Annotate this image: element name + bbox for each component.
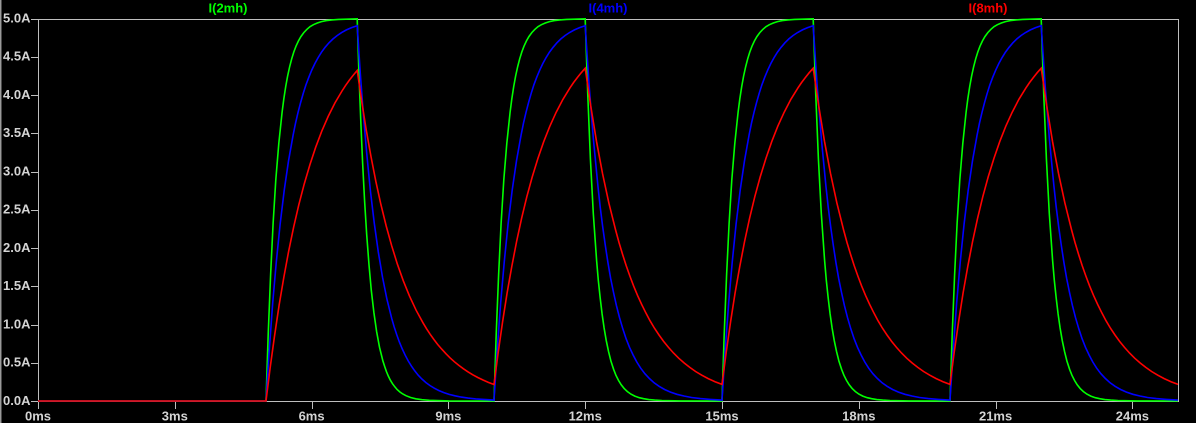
svg-text:I(2mh): I(2mh)	[209, 1, 248, 16]
svg-text:3.0A: 3.0A	[3, 163, 31, 178]
svg-text:0ms: 0ms	[25, 409, 51, 423]
svg-text:I(8mh): I(8mh)	[969, 1, 1008, 16]
svg-text:I(4mh): I(4mh)	[589, 1, 628, 16]
svg-text:21ms: 21ms	[979, 409, 1012, 423]
svg-text:0.0A: 0.0A	[3, 393, 31, 408]
svg-text:2.5A: 2.5A	[3, 202, 31, 217]
svg-text:4.5A: 4.5A	[3, 49, 31, 64]
svg-text:3.5A: 3.5A	[3, 125, 31, 140]
svg-text:6ms: 6ms	[299, 409, 325, 423]
svg-text:4.0A: 4.0A	[3, 87, 31, 102]
svg-text:24ms: 24ms	[1116, 409, 1149, 423]
svg-text:15ms: 15ms	[705, 409, 738, 423]
svg-text:1.0A: 1.0A	[3, 316, 31, 331]
svg-text:12ms: 12ms	[569, 409, 602, 423]
svg-text:2.0A: 2.0A	[3, 240, 31, 255]
svg-text:1.5A: 1.5A	[3, 278, 31, 293]
svg-text:0.5A: 0.5A	[3, 355, 31, 370]
svg-text:5.0A: 5.0A	[3, 11, 31, 26]
svg-text:9ms: 9ms	[435, 409, 461, 423]
svg-text:18ms: 18ms	[842, 409, 875, 423]
svg-text:3ms: 3ms	[162, 409, 188, 423]
